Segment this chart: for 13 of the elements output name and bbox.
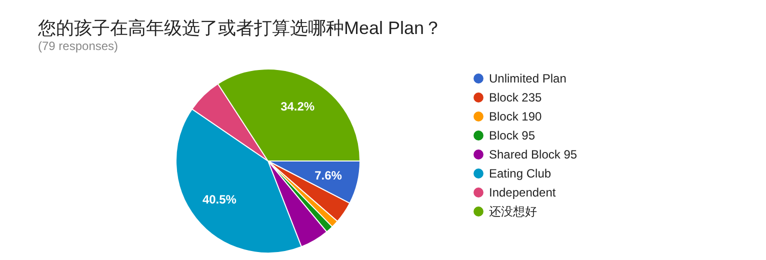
legend-label: Independent — [489, 186, 556, 200]
legend-label: Block 235 — [489, 90, 542, 104]
legend-label: Unlimited Plan — [489, 72, 566, 86]
data-label: 7.6% — [314, 168, 342, 183]
data-label: 40.5% — [202, 192, 237, 207]
legend-label: 还没想好 — [489, 204, 537, 218]
data-label: 34.2% — [280, 100, 315, 114]
legend-label: Block 190 — [489, 110, 542, 124]
legend-label: Shared Block 95 — [489, 148, 578, 162]
legend-label: Block 95 — [489, 128, 536, 142]
chart-title: 您的孩子在高年级选了或者打算选哪种Meal Plan？ — [37, 18, 442, 38]
legend-label: Eating Club — [489, 166, 552, 180]
text: (79 responses) — [38, 39, 118, 53]
